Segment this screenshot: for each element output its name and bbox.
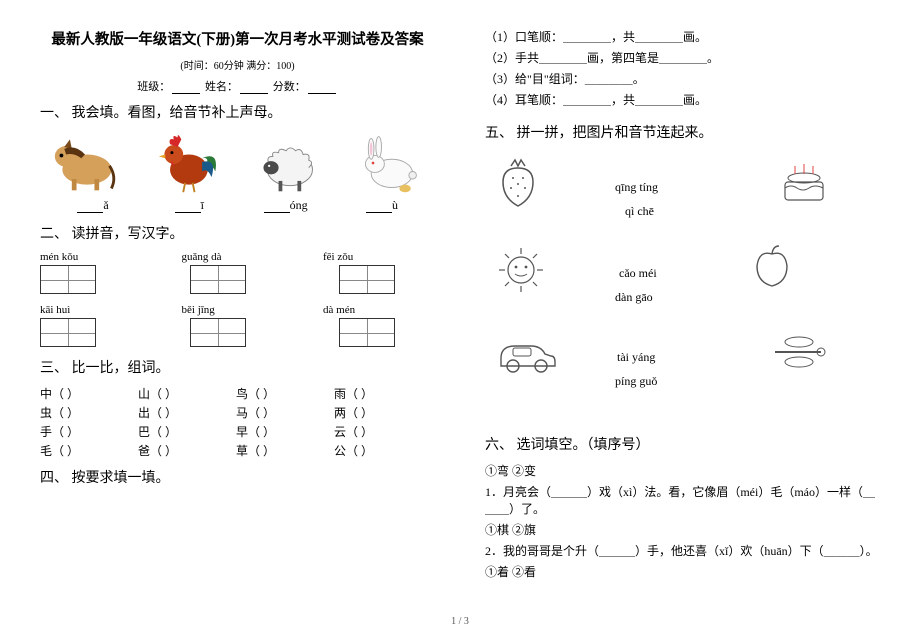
q6-line: 1．月亮会（＿＿＿）戏（xì）法。看，它像眉（méi）毛（máo）一样（＿＿＿）…: [485, 483, 880, 517]
rabbit-icon: [351, 130, 429, 196]
q4-line: （1）口笔顺：＿＿＿＿，共＿＿＿＿画。: [485, 28, 880, 45]
q2-pinyin: mén kǒu: [40, 251, 112, 263]
info-line: 班级： 姓名： 分数：: [40, 78, 435, 94]
q5-label: qì chē: [625, 204, 654, 219]
q6-opts: ①着 ②看: [485, 563, 880, 580]
q5-label: píng guǒ: [615, 374, 657, 389]
page-subtitle: (时间：60分钟 满分：100): [40, 57, 435, 72]
q4-line: （3）给"目"组词：＿＿＿＿。: [485, 70, 880, 87]
q4-line: （4）耳笔顺：＿＿＿＿，共＿＿＿＿画。: [485, 91, 880, 108]
q2-grids: [40, 318, 435, 347]
q3-row: 虫（ ）出（ ）马（ ）两（ ）: [40, 404, 435, 421]
strawberry-icon: [491, 156, 545, 208]
apple-icon: [745, 240, 799, 290]
q5-match-area: qīng tíng qì chē cǎo méi dàn gāo: [485, 150, 880, 430]
q1-head: 一、 我会填。看图，给音节补上声母。: [40, 102, 435, 122]
q5-label: qīng tíng: [615, 180, 658, 195]
q3-head: 三、 比一比，组词。: [40, 357, 435, 377]
q2-pinyin: běi jīng: [182, 304, 254, 316]
q5-label: tài yáng: [617, 350, 655, 365]
q5-head: 五、 拼一拼，把图片和音节连起来。: [485, 122, 880, 142]
q4-head: 四、 按要求填一填。: [40, 467, 435, 487]
sheep-icon: [249, 130, 327, 196]
q2-grids: [40, 265, 435, 294]
car-icon: [491, 328, 561, 376]
q6-line: 2．我的哥哥是个升（＿＿＿）手，他还喜（xǐ）欢（huān）下（＿＿＿）。: [485, 542, 880, 559]
q2-pinyin: fēi zǒu: [323, 251, 395, 263]
q6-opts: ①棋 ②旗: [485, 521, 880, 538]
page-title: 最新人教版一年级语文(下册)第一次月考水平测试卷及答案: [40, 28, 435, 49]
cake-icon: [775, 156, 833, 206]
q1-images: [40, 130, 435, 196]
q6-opts: ①弯 ②变: [485, 462, 880, 479]
q5-label: dàn gāo: [615, 290, 653, 305]
q3-row: 手（ ）巴（ ）早（ ）云（ ）: [40, 423, 435, 440]
q2-pinyin: kāi huì: [40, 304, 112, 316]
q3-row: 中（ ）山（ ）鸟（ ）雨（ ）: [40, 385, 435, 402]
q2-head: 二、 读拼音，写汉字。: [40, 223, 435, 243]
q6-head: 六、 选词填空。（填序号）: [485, 434, 880, 454]
page-number: 1 / 3: [0, 616, 920, 627]
q3-row: 毛（ ）爸（ ）草（ ）公（ ）: [40, 442, 435, 459]
q2-pinyin: guǎng dà: [182, 251, 254, 263]
sun-icon: [491, 242, 551, 298]
rooster-icon: [148, 130, 226, 196]
q5-label: cǎo méi: [619, 266, 657, 281]
q1-answers: ǎ ī óng ù: [40, 198, 435, 213]
dragonfly-icon: [763, 328, 833, 376]
q2-pinyin: dà mén: [323, 304, 395, 316]
q4-line: （2）手共＿＿＿＿画，第四笔是＿＿＿＿。: [485, 49, 880, 66]
horse-icon: [46, 130, 124, 196]
